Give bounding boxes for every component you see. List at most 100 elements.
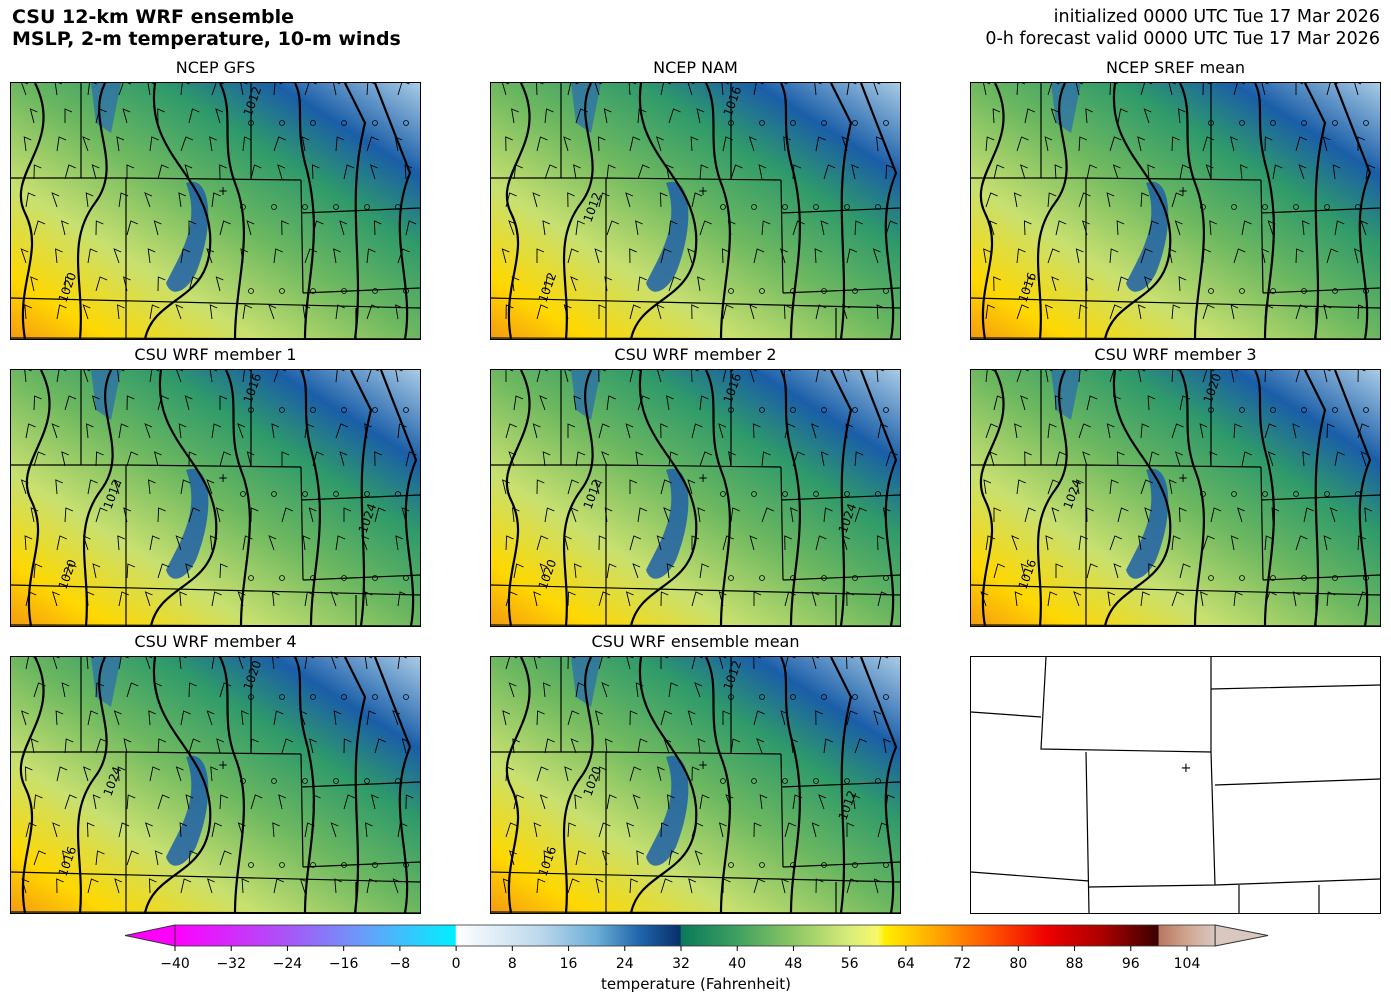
wind-barb <box>1202 83 1211 96</box>
wind-barb <box>149 304 160 320</box>
wind-barb <box>370 794 379 810</box>
wind-barb <box>211 822 223 838</box>
wind-barb <box>567 591 576 607</box>
calm-wind-marker <box>790 407 796 413</box>
wind-barb <box>1199 423 1208 439</box>
isobar <box>143 83 212 339</box>
wind-barb <box>1177 108 1186 124</box>
wind-barb <box>501 479 510 495</box>
isobar <box>505 370 531 626</box>
wind-barb <box>573 164 581 180</box>
wind-barb <box>250 738 259 754</box>
wind-barb <box>1267 220 1276 236</box>
wind-barb <box>299 878 308 894</box>
denver-marker: + <box>1181 761 1192 776</box>
wind-barb <box>1140 83 1153 96</box>
wind-barb <box>730 164 743 180</box>
calm-wind-marker <box>248 120 254 126</box>
calm-wind-marker <box>240 778 246 784</box>
wind-barb <box>756 738 765 754</box>
wind-barb <box>25 192 36 208</box>
wind-barb <box>277 164 286 180</box>
calm-wind-marker <box>302 204 308 210</box>
wind-barb <box>532 192 541 208</box>
wind-barb <box>304 83 317 96</box>
calm-wind-marker <box>248 575 254 581</box>
wind-barb <box>666 395 674 411</box>
wind-barb <box>1047 591 1058 607</box>
cold-pocket <box>166 181 209 292</box>
calm-wind-marker <box>372 575 378 581</box>
wind-barb <box>302 304 311 320</box>
wind-barb <box>845 423 854 439</box>
isobar <box>830 657 853 913</box>
wind-barb <box>1055 563 1064 578</box>
wind-barb <box>784 423 796 439</box>
wind-barb <box>147 83 155 96</box>
isobar <box>1304 370 1327 626</box>
wind-barb <box>1171 136 1180 152</box>
isobar <box>1179 83 1205 339</box>
calm-wind-marker <box>1270 575 1276 581</box>
wind-barb <box>563 535 572 551</box>
wind-barb <box>1301 220 1310 236</box>
forecast-map-panel: 1016 + <box>970 82 1381 340</box>
wind-barb <box>246 451 255 467</box>
wind-barb <box>606 794 617 810</box>
wind-barb <box>374 738 387 754</box>
wind-barb <box>312 451 324 467</box>
wind-barb <box>761 220 771 236</box>
wind-barb <box>1295 83 1304 95</box>
calm-wind-marker <box>1324 204 1330 210</box>
wind-barb <box>91 164 100 180</box>
denver-marker: + <box>698 184 708 198</box>
wind-barb <box>697 276 705 292</box>
wind-barb <box>1137 304 1146 320</box>
wind-barb <box>188 108 200 124</box>
calm-wind-marker <box>751 204 757 210</box>
wind-barb <box>1264 535 1274 551</box>
wind-barb <box>637 108 647 124</box>
wind-barb <box>841 304 850 320</box>
wind-barb <box>153 451 162 467</box>
wind-barb <box>144 192 153 208</box>
wind-barb <box>846 822 855 837</box>
wind-barb <box>333 248 341 264</box>
isobar <box>344 657 367 913</box>
denver-marker: + <box>218 758 228 772</box>
wind-barb <box>308 738 317 754</box>
wind-barb <box>513 794 525 810</box>
wind-barb <box>660 423 668 439</box>
wind-barb <box>629 370 641 383</box>
wind-barb <box>116 304 125 320</box>
wind-barb <box>52 657 60 670</box>
panel-title: CSU WRF member 2 <box>614 345 777 364</box>
wind-barb <box>1233 591 1243 607</box>
colorbar-tick-label: 8 <box>508 956 517 972</box>
wind-barb <box>215 276 224 292</box>
wind-barb <box>544 276 555 292</box>
wind-barb <box>606 220 620 236</box>
wind-barb <box>149 136 159 152</box>
isobar <box>82 370 114 626</box>
wind-barb <box>1016 83 1026 96</box>
wind-barb <box>185 563 194 579</box>
wind-barb <box>594 710 603 726</box>
calm-wind-marker <box>395 491 401 497</box>
wind-barb <box>126 164 135 179</box>
wind-barb <box>780 83 788 96</box>
wind-barb <box>629 766 642 782</box>
wind-barb <box>758 164 767 180</box>
wind-barb <box>272 822 280 838</box>
wind-barb <box>573 563 582 579</box>
forecast-map-panel: 1012 1016 1012 + <box>490 82 901 340</box>
wind-barb <box>54 248 63 264</box>
isobar <box>143 657 212 913</box>
wind-barb <box>508 220 517 236</box>
calm-wind-marker <box>728 120 734 126</box>
wind-barb <box>1016 479 1026 495</box>
denver-marker: + <box>698 758 708 772</box>
wind-barb <box>983 83 991 96</box>
colorbar-tick-label: 64 <box>897 956 915 972</box>
calm-wind-marker <box>1208 407 1214 413</box>
